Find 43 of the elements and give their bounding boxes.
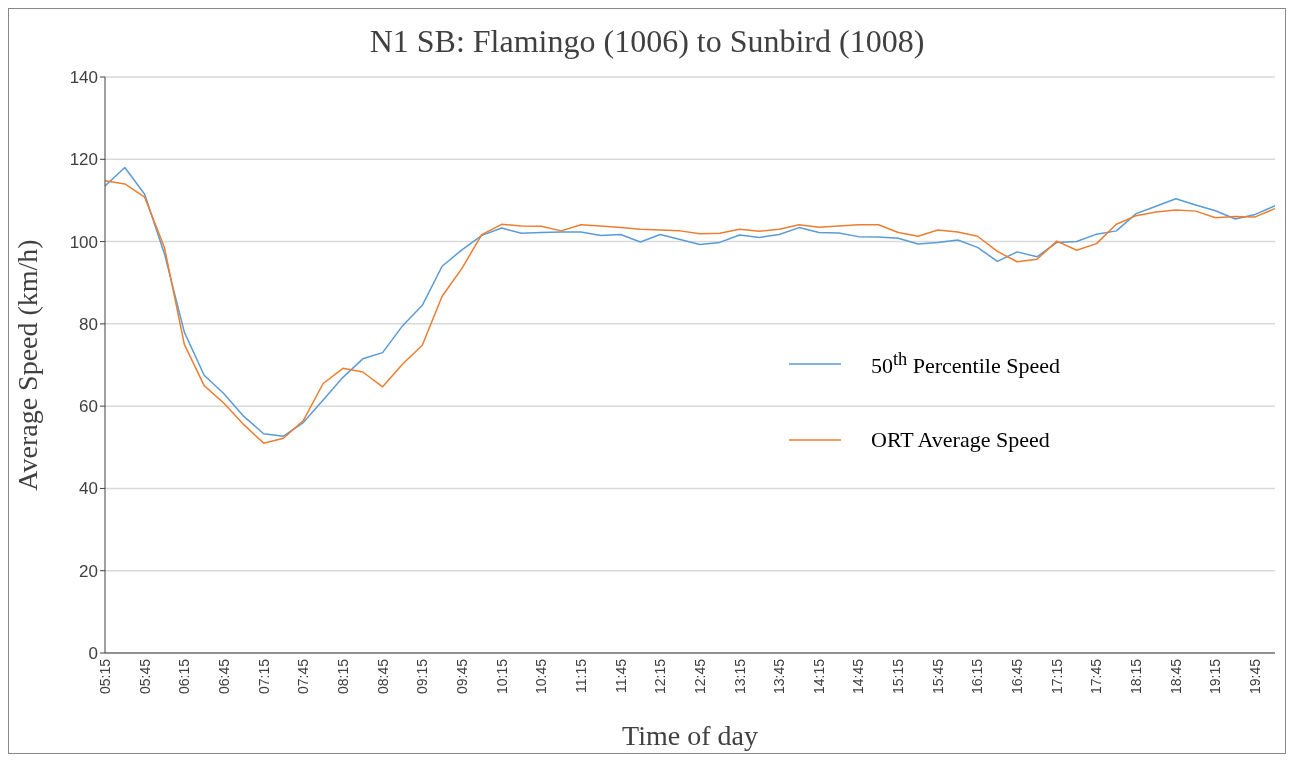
x-tick-label: 18:15 — [1128, 658, 1145, 695]
x-tick-label: 07:15 — [255, 658, 272, 695]
x-tick-label: 05:15 — [96, 658, 113, 695]
x-tick-label: 13:15 — [731, 658, 748, 695]
x-tick-label: 16:45 — [1009, 658, 1026, 695]
x-tick-label: 19:45 — [1247, 658, 1264, 695]
x-tick-label: 06:45 — [215, 658, 232, 695]
y-tick-label: 60 — [79, 397, 98, 417]
x-tick-label: 08:45 — [374, 658, 391, 695]
y-axis-title: Average Speed (km/h) — [11, 239, 43, 491]
y-tick-label: 80 — [79, 314, 98, 334]
x-tick-label: 06:15 — [176, 658, 193, 695]
x-tick-label: 17:15 — [1048, 658, 1065, 695]
x-tick-label: 08:15 — [334, 658, 351, 695]
x-tick-label: 19:15 — [1207, 658, 1224, 695]
x-tick-label: 07:45 — [295, 658, 312, 695]
y-tick-label: 120 — [69, 150, 98, 170]
y-tick-label: 40 — [79, 479, 98, 499]
y-tick-label: 0 — [88, 644, 98, 664]
y-tick-label: 100 — [69, 232, 98, 252]
x-tick-label: 10:45 — [533, 658, 550, 695]
chart-title: N1 SB: Flamingo (1006) to Sunbird (1008) — [368, 23, 926, 60]
x-tick-label: 12:15 — [652, 658, 669, 695]
x-tick-label: 16:15 — [969, 658, 986, 695]
x-tick-label: 09:45 — [453, 658, 470, 695]
x-tick-label: 10:15 — [493, 658, 510, 695]
x-tick-label: 13:45 — [771, 658, 788, 695]
y-tick-label: 20 — [79, 561, 98, 581]
legend-label: ORT Average Speed — [871, 427, 1050, 454]
x-tick-label: 11:45 — [612, 658, 629, 693]
x-tick-label: 05:45 — [136, 658, 153, 695]
x-tick-label: 14:45 — [850, 658, 867, 695]
x-tick-label: 12:45 — [691, 658, 708, 695]
y-tick-label: 140 — [69, 68, 98, 88]
x-tick-label: 15:15 — [890, 658, 907, 695]
x-tick-label: 18:45 — [1167, 658, 1184, 695]
x-tick-label: 11:15 — [572, 658, 589, 693]
x-tick-label: 15:45 — [929, 658, 946, 695]
x-tick-label: 14:15 — [810, 658, 827, 695]
x-tick-label: 17:45 — [1088, 658, 1105, 695]
x-axis-title: Time of day — [622, 720, 758, 751]
x-tick-label: 09:15 — [414, 658, 431, 695]
legend-label: 50$^{th}$ Percentile Speed — [871, 349, 1060, 380]
